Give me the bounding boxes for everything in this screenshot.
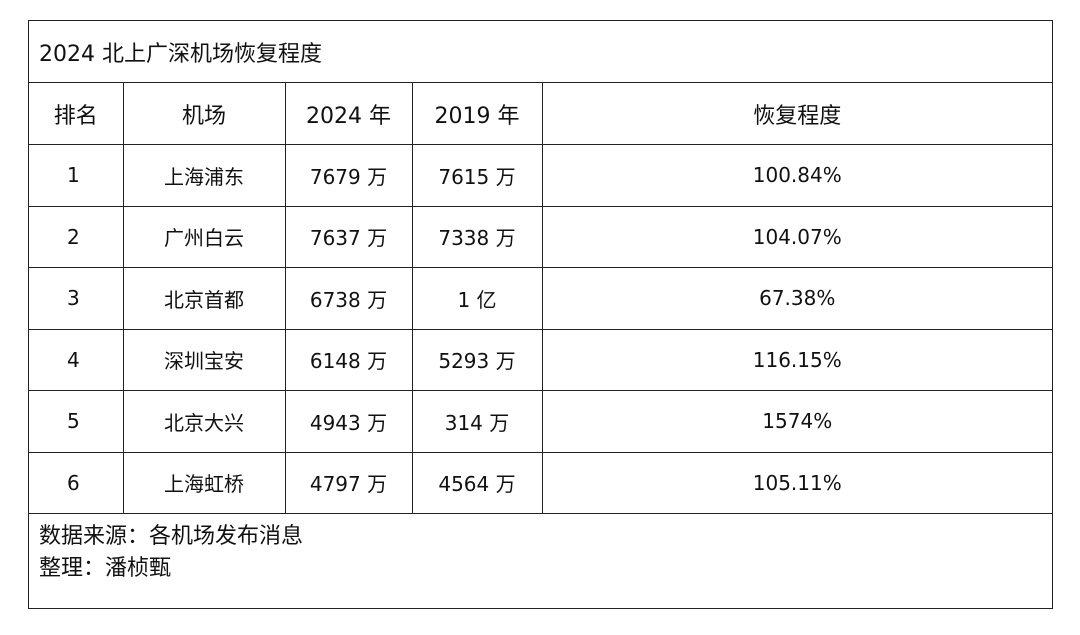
table-title: 2024 北上广深机场恢复程度 <box>29 21 1052 83</box>
cell-recovery: 104.07% <box>542 206 1052 268</box>
cell-2024: 7637 万 <box>285 206 413 268</box>
cell-2019: 314 万 <box>412 390 543 453</box>
table-row: 1 上海浦东 7679 万 7615 万 100.84% <box>29 144 1052 207</box>
cell-airport: 上海虹桥 <box>123 452 286 514</box>
editor-note: 整理：潘桢甄 <box>39 556 172 581</box>
cell-rank: 6 <box>29 452 124 514</box>
cell-airport: 北京大兴 <box>123 390 286 453</box>
table-row: 2 广州白云 7637 万 7338 万 104.07% <box>29 206 1052 268</box>
cell-2019: 7338 万 <box>412 206 543 268</box>
header-2024: 2024 年 <box>285 83 413 145</box>
cell-airport: 深圳宝安 <box>123 329 286 391</box>
cell-airport: 北京首都 <box>123 267 286 330</box>
cell-2024: 6738 万 <box>285 267 413 330</box>
header-2019: 2019 年 <box>412 83 543 145</box>
cell-rank: 3 <box>29 267 124 330</box>
cell-recovery: 67.38% <box>542 267 1052 330</box>
header-recovery: 恢复程度 <box>542 83 1052 145</box>
cell-recovery: 116.15% <box>542 329 1052 391</box>
cell-recovery: 105.11% <box>542 452 1052 514</box>
cell-2019: 1 亿 <box>412 267 543 330</box>
cell-2024: 7679 万 <box>285 144 413 207</box>
cell-rank: 4 <box>29 329 124 391</box>
cell-rank: 5 <box>29 390 124 453</box>
cell-recovery: 100.84% <box>542 144 1052 207</box>
data-sheet: 2024 北上广深机场恢复程度 排名 机场 2024 年 2019 年 恢复程度… <box>28 20 1053 609</box>
header-row: 排名 机场 2024 年 2019 年 恢复程度 <box>29 83 1052 145</box>
cell-2024: 4797 万 <box>285 452 413 514</box>
footer-notes: 数据来源：各机场发布消息 整理：潘桢甄 <box>39 521 303 585</box>
cell-2019: 4564 万 <box>412 452 543 514</box>
recovery-table: 排名 机场 2024 年 2019 年 恢复程度 1 上海浦东 7679 万 7… <box>29 83 1052 514</box>
table-row: 6 上海虹桥 4797 万 4564 万 105.11% <box>29 452 1052 514</box>
table-row: 3 北京首都 6738 万 1 亿 67.38% <box>29 267 1052 330</box>
cell-recovery: 1574% <box>542 390 1052 453</box>
table-row: 4 深圳宝安 6148 万 5293 万 116.15% <box>29 329 1052 391</box>
table-row: 5 北京大兴 4943 万 314 万 1574% <box>29 390 1052 453</box>
cell-rank: 2 <box>29 206 124 268</box>
cell-2019: 5293 万 <box>412 329 543 391</box>
header-airport: 机场 <box>123 83 286 145</box>
cell-rank: 1 <box>29 144 124 207</box>
cell-2024: 6148 万 <box>285 329 413 391</box>
cell-airport: 广州白云 <box>123 206 286 268</box>
cell-airport: 上海浦东 <box>123 144 286 207</box>
cell-2024: 4943 万 <box>285 390 413 453</box>
header-rank: 排名 <box>29 83 124 145</box>
cell-2019: 7615 万 <box>412 144 543 207</box>
source-note: 数据来源：各机场发布消息 <box>39 524 304 549</box>
